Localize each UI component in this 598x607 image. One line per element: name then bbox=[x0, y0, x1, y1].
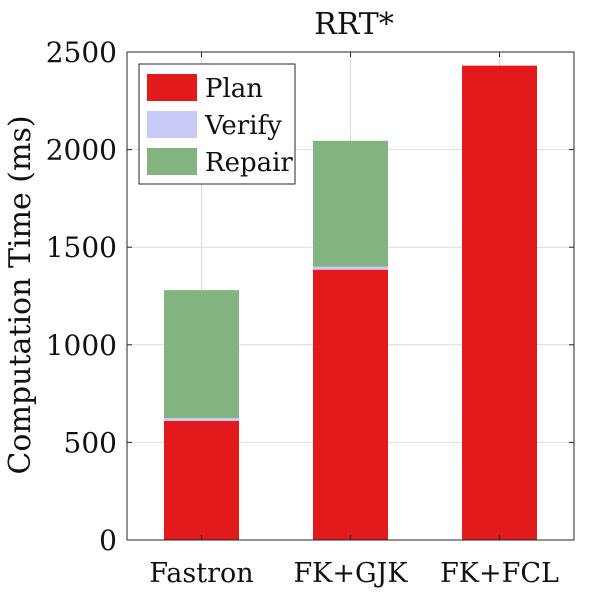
y-tick-label: 0 bbox=[99, 524, 117, 557]
plot-frame bbox=[126, 51, 575, 541]
legend-swatch-verify bbox=[147, 111, 197, 138]
bar-repair-2 bbox=[313, 140, 388, 267]
x-tick-label: FK+FCL bbox=[440, 558, 559, 589]
bar-plan-2 bbox=[313, 269, 388, 540]
legend-swatch-repair bbox=[147, 148, 197, 175]
bar-verify-2 bbox=[313, 266, 388, 270]
bar-verify-1 bbox=[164, 418, 239, 421]
x-tick-label: FK+GJK bbox=[293, 558, 408, 589]
legend-label-repair: Repair bbox=[205, 148, 293, 178]
legend: Plan Verify Repair bbox=[138, 63, 296, 185]
y-axis-ticks: 0 500 1000 1500 2000 2500 bbox=[46, 36, 574, 557]
bar-plan-1 bbox=[164, 420, 239, 540]
y-tick-label: 2000 bbox=[46, 134, 117, 167]
legend-label-plan: Plan bbox=[205, 74, 263, 104]
bars-group bbox=[164, 65, 537, 540]
legend-swatch-plan bbox=[147, 74, 197, 101]
y-tick-label: 2500 bbox=[46, 36, 117, 69]
legend-label-verify: Verify bbox=[204, 111, 282, 141]
y-tick-label: 500 bbox=[64, 426, 117, 459]
y-axis-label: Computation Time (ms) bbox=[3, 115, 38, 474]
x-axis-ticks: Fastron FK+GJK FK+FCL bbox=[149, 52, 559, 589]
y-tick-label: 1500 bbox=[46, 231, 117, 264]
y-tick-label: 1000 bbox=[46, 329, 117, 362]
chart-title: RRT* bbox=[314, 7, 394, 42]
bar-plan-3 bbox=[462, 65, 537, 540]
bar-repair-1 bbox=[164, 290, 239, 418]
x-tick-label: Fastron bbox=[149, 558, 253, 589]
